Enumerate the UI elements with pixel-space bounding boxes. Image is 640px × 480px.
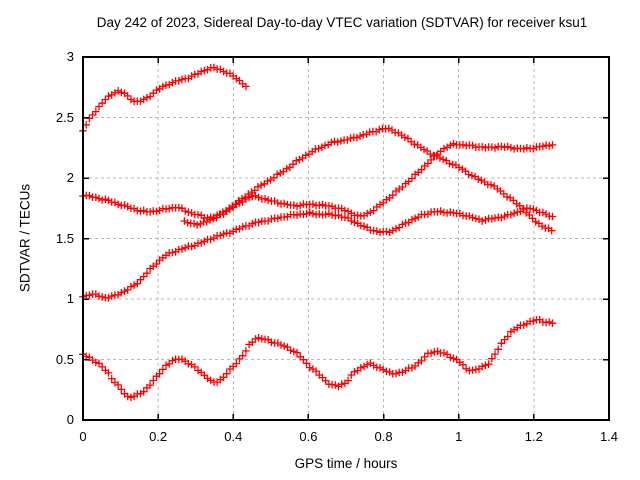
y-tick-label: 2 bbox=[66, 170, 74, 185]
x-tick-label: 0.8 bbox=[374, 429, 393, 444]
y-tick-label: 3 bbox=[66, 49, 74, 64]
y-tick-label: 2.5 bbox=[55, 109, 74, 125]
y-tick-label: 0 bbox=[66, 412, 74, 427]
y-tick-label: 1.5 bbox=[55, 230, 74, 246]
y-tick-label: 0.5 bbox=[55, 351, 74, 367]
x-tick-label: 0 bbox=[79, 429, 87, 444]
series-markers-trace-3-rising-band bbox=[79, 204, 557, 302]
x-axis-label: GPS time / hours bbox=[294, 456, 398, 471]
x-tick-label: 0.6 bbox=[299, 429, 318, 444]
series-markers-trace-4-peak-2p4 bbox=[180, 124, 556, 235]
plot-border bbox=[82, 56, 610, 421]
y-tick-label: 1 bbox=[66, 291, 74, 306]
x-tick-label: 0.2 bbox=[149, 429, 168, 444]
x-tick-label: 1.2 bbox=[524, 429, 543, 444]
series-markers-trace-1-upper-arc bbox=[79, 63, 250, 135]
series-markers-trace-5-bottom-wavy bbox=[79, 315, 557, 402]
x-tick-label: 1 bbox=[455, 429, 463, 444]
chart-title: Day 242 of 2023, Sidereal Day-to-day VTE… bbox=[96, 15, 588, 30]
x-tick-label: 1.4 bbox=[599, 429, 619, 444]
x-tick-label: 0.4 bbox=[224, 429, 243, 444]
gridlines bbox=[83, 57, 609, 420]
